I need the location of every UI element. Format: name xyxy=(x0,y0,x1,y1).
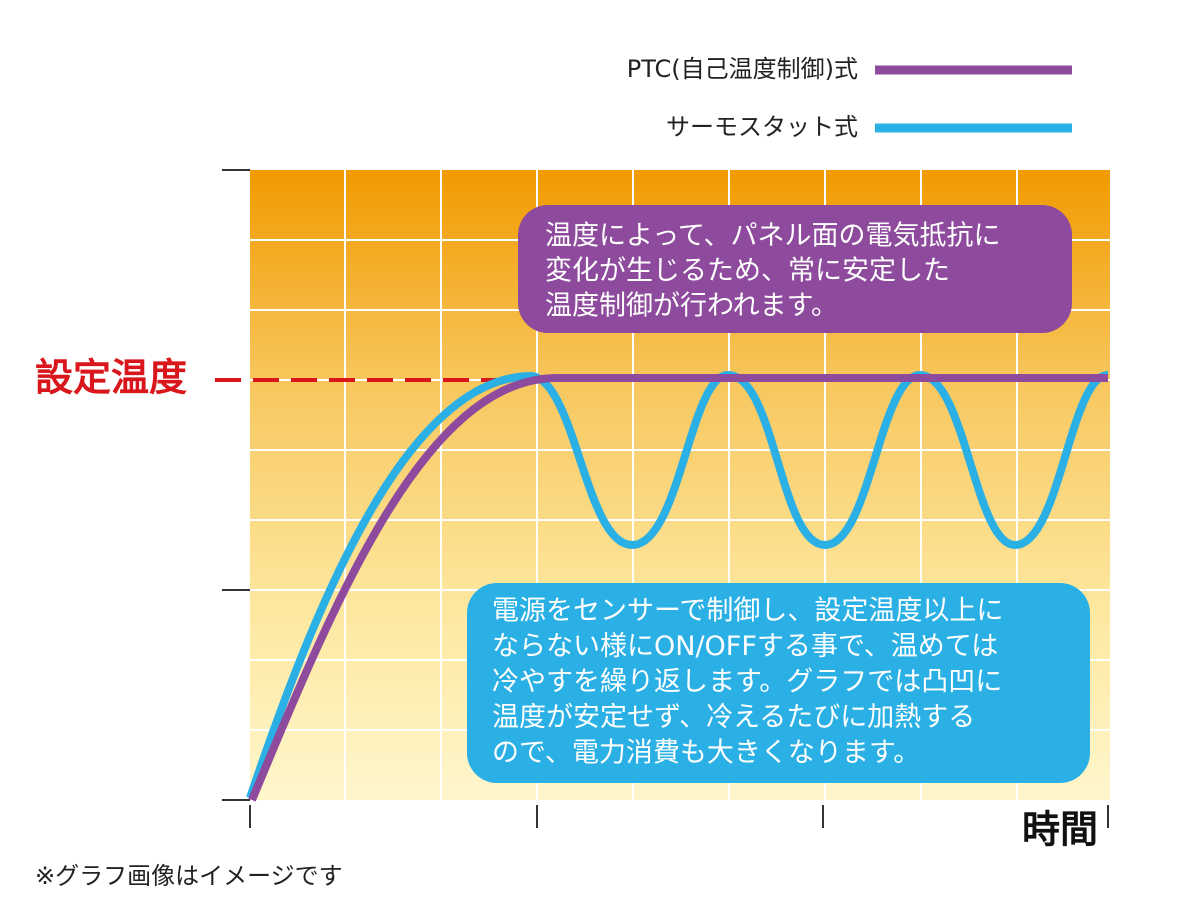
thermostat-curve xyxy=(246,370,1109,800)
note-line: 温度制御が行われます。 xyxy=(545,291,838,322)
note-line: 変化が生じるため、常に安定した xyxy=(545,256,950,287)
legend-label: PTC(自己温度制御)式 xyxy=(627,55,858,83)
footnote: ※グラフ画像はイメージです xyxy=(35,862,343,890)
legend-label: サーモスタット式 xyxy=(666,113,858,141)
note-line: 冷やすを繰り返します。グラフでは凸凹に xyxy=(492,667,1002,698)
note-line: 電源をセンサーで制御し、設定温度以上に xyxy=(492,596,1003,627)
ptc-note: 温度によって、パネル面の電気抵抗に変化が生じるため、常に安定した温度制御が行われ… xyxy=(545,221,1001,322)
axis-ticks xyxy=(222,169,1109,828)
thermostat-note-box xyxy=(467,583,1090,783)
note-line: ならない様にON/OFFする事で、温めては xyxy=(492,631,998,662)
note-line: 温度によって、パネル面の電気抵抗に xyxy=(545,221,1001,252)
note-line: ので、電力消費も大きくなります。 xyxy=(492,738,920,769)
ptc-note-box xyxy=(518,205,1072,333)
set-temperature-label: 設定温度 xyxy=(35,356,187,400)
x-axis-label: 時間 xyxy=(1022,808,1098,852)
thermostat-note: 電源をセンサーで制御し、設定温度以上にならない様にON/OFFする事で、温めては… xyxy=(492,596,1003,769)
note-line: 温度が安定せず、冷えるたびに加熱する xyxy=(492,702,975,733)
ptc-curve xyxy=(248,374,1108,802)
